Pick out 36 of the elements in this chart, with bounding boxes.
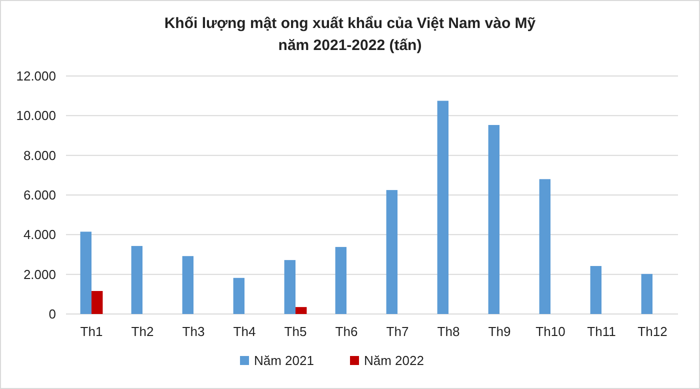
bar bbox=[488, 124, 500, 314]
y-tick-label: 2.000 bbox=[23, 266, 56, 282]
bar bbox=[131, 246, 142, 314]
chart-title: Khối lượng mật ong xuất khẩu của Việt Nam vào Mỹ năm 2021-2022 (tấn) bbox=[164, 15, 536, 54]
bar bbox=[641, 274, 652, 314]
x-tick-label: Th2 bbox=[131, 324, 154, 339]
bar bbox=[539, 179, 550, 314]
y-tick-label: 0 bbox=[48, 306, 56, 322]
y-tick-label: 6.000 bbox=[23, 188, 56, 203]
bar bbox=[437, 100, 448, 314]
y-tick-label: 12.000 bbox=[16, 68, 56, 84]
bar bbox=[386, 190, 398, 314]
x-tick-label: Th4 bbox=[233, 324, 256, 339]
y-tick-label: 8.000 bbox=[23, 148, 56, 163]
x-tick-label: Th9 bbox=[488, 324, 511, 339]
legend-label: Năm 2022 bbox=[364, 353, 424, 368]
y-tick-label: 4.000 bbox=[23, 227, 56, 242]
x-tick-label: Th6 bbox=[335, 324, 358, 339]
bar bbox=[80, 232, 92, 314]
bar bbox=[335, 246, 346, 314]
bar bbox=[590, 266, 602, 314]
x-tick-label: Th10 bbox=[536, 324, 566, 339]
x-tick-label: Th7 bbox=[386, 324, 409, 339]
bar bbox=[296, 307, 307, 314]
bar bbox=[182, 256, 194, 314]
x-tick-label: Th5 bbox=[284, 324, 307, 339]
x-tick-label: Th1 bbox=[80, 324, 103, 339]
y-tick-label: 10.000 bbox=[16, 108, 56, 124]
x-tick-label: Th8 bbox=[437, 324, 460, 339]
bar bbox=[233, 278, 244, 314]
legend-label: Năm 2021 bbox=[254, 353, 314, 368]
x-tick-label: Th11 bbox=[587, 324, 616, 339]
x-tick-label: Th3 bbox=[182, 324, 205, 339]
x-tick-label: Th12 bbox=[638, 324, 668, 339]
bar bbox=[92, 290, 103, 314]
bar bbox=[284, 260, 296, 314]
